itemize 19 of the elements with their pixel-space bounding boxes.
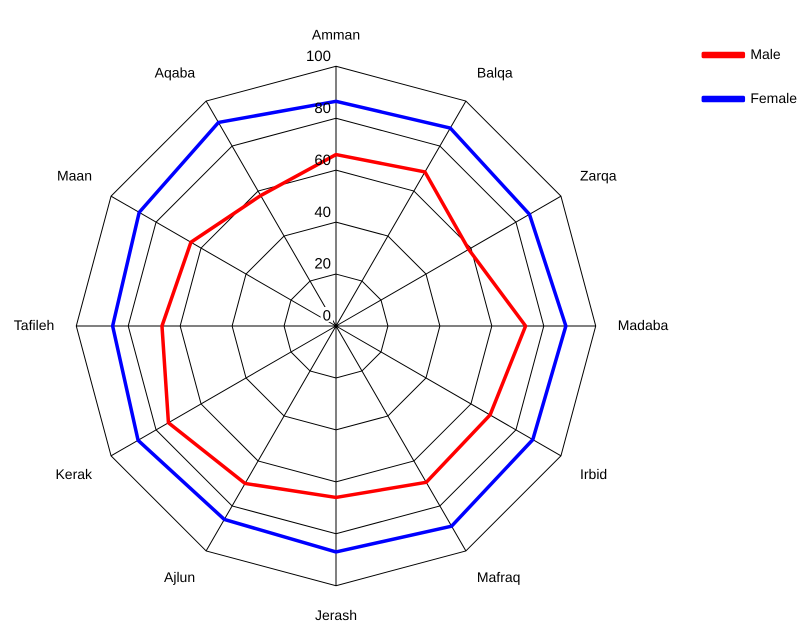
spoke-label: Tafileh (14, 316, 54, 333)
spoke-label: Aqaba (154, 64, 196, 80)
spoke-label: Ajlun (164, 569, 196, 586)
spoke-label: Balqa (476, 64, 513, 80)
spoke-label: Madaba (618, 316, 669, 333)
spoke-label: Amman (312, 26, 360, 43)
legend-label: Female (750, 90, 798, 106)
spoke-label: Jerash (314, 606, 358, 623)
y-tick-label: 40 (314, 204, 331, 221)
spoke-label: Maan (56, 168, 92, 184)
y-tick-label: 100 (306, 48, 331, 65)
spoke-label: Irbid (580, 466, 608, 482)
spoke-label: Zarqa (580, 168, 617, 184)
y-tick-label: 80 (314, 100, 331, 117)
spoke-label: Mafraq (476, 569, 520, 586)
y-tick-label: 20 (314, 256, 331, 273)
spoke-label: Kerak (55, 466, 94, 482)
legend-label: Male (750, 46, 781, 62)
y-tick-label: 0 (322, 308, 331, 325)
